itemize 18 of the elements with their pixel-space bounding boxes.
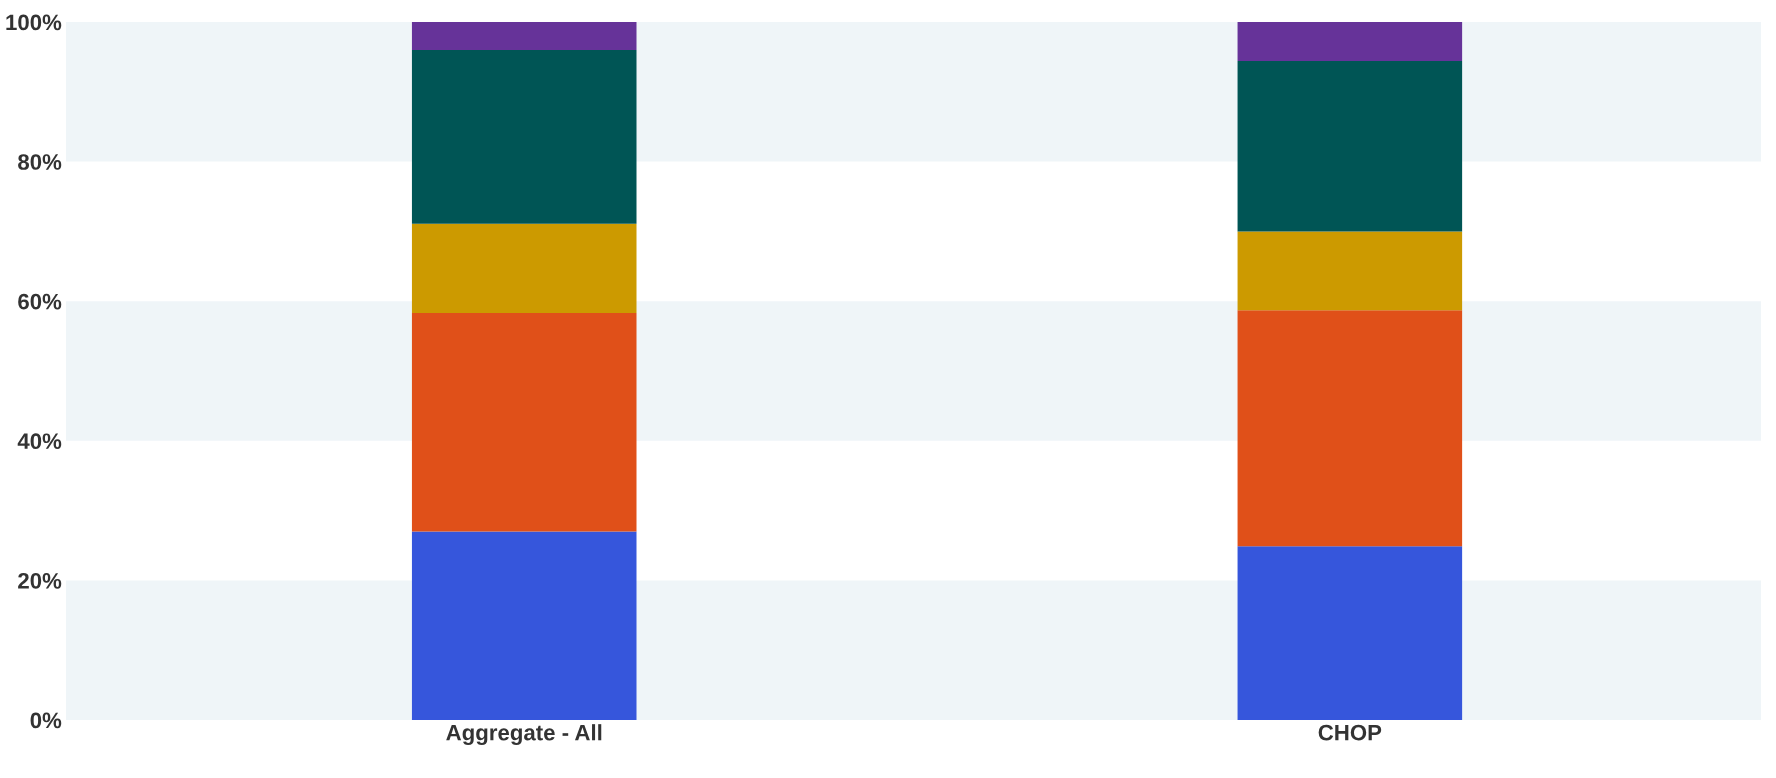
bar xyxy=(411,223,637,314)
bar xyxy=(1237,546,1463,720)
bar xyxy=(1237,61,1463,232)
y-tick-label: 100% xyxy=(6,14,62,31)
x-tick-label: Aggregate - All xyxy=(446,724,602,745)
bar xyxy=(411,22,637,50)
bar xyxy=(411,313,637,532)
y-tick-label: 80% xyxy=(18,154,62,170)
bar xyxy=(1237,310,1463,547)
x-tick-label: CHOP xyxy=(1318,724,1382,741)
y-tick-label: 20% xyxy=(18,572,62,589)
y-tick-label: 0% xyxy=(30,712,62,729)
bar xyxy=(411,531,637,720)
bar xyxy=(411,49,637,224)
y-tick-label: 60% xyxy=(18,293,62,310)
bar xyxy=(1237,231,1463,311)
y-tick-label: 40% xyxy=(17,433,62,450)
bar xyxy=(1237,22,1463,62)
